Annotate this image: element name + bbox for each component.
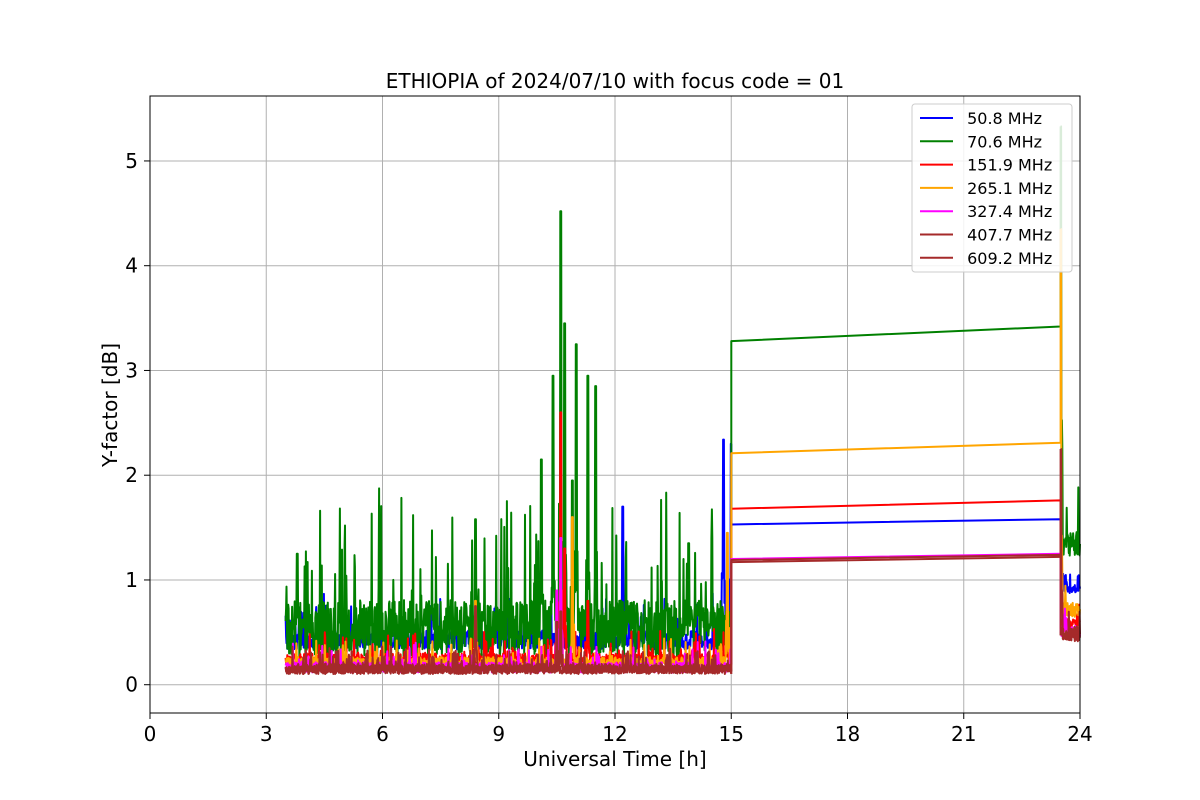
legend-label: 407.7 MHz xyxy=(962,226,1052,245)
series-noisy-line xyxy=(284,620,733,676)
legend-label: 609.2 MHz xyxy=(962,249,1052,268)
y-tick-label: 4 xyxy=(125,254,138,278)
legend: 50.8 MHz 70.6 MHz 151.9 MHz 265.1 MHz 32… xyxy=(911,103,1073,273)
y-axis-title: Y-factor [dB] xyxy=(98,343,122,468)
x-tick-label: 21 xyxy=(951,722,976,746)
series-noisy-line xyxy=(284,210,733,659)
series-tail-line xyxy=(1060,448,1081,643)
legend-box xyxy=(911,103,1073,273)
y-tick-label: 0 xyxy=(125,673,138,697)
x-tick-label: 3 xyxy=(260,722,273,746)
legend-label: 151.9 MHz xyxy=(962,156,1052,175)
x-axis-title: Universal Time [h] xyxy=(523,747,706,771)
y-tick-label: 2 xyxy=(125,463,138,487)
series-tail-line xyxy=(1060,125,1081,557)
legend-label: 327.4 MHz xyxy=(962,202,1052,221)
y-tick-label: 3 xyxy=(125,358,138,382)
legend-label: 50.8 MHz xyxy=(962,109,1042,128)
x-tick-label: 15 xyxy=(719,722,744,746)
x-tick-label: 18 xyxy=(835,722,860,746)
legend-label: 70.6 MHz xyxy=(962,132,1042,151)
x-tick-label: 0 xyxy=(144,722,157,746)
legend-label: 265.1 MHz xyxy=(962,179,1052,198)
y-axis: 0 1 2 3 4 5 xyxy=(125,149,150,697)
x-tick-label: 6 xyxy=(376,722,389,746)
chart-title: ETHIOPIA of 2024/07/10 with focus code =… xyxy=(386,69,844,93)
series-6 xyxy=(284,448,1081,676)
x-axis: 0 3 6 9 12 15 18 21 24 xyxy=(144,713,1093,746)
x-tick-label: 24 xyxy=(1067,722,1092,746)
x-tick-label: 12 xyxy=(602,722,627,746)
legend-items: 50.8 MHz 70.6 MHz 151.9 MHz 265.1 MHz 32… xyxy=(920,109,1052,268)
y-tick-label: 5 xyxy=(125,149,138,173)
series-tail-line xyxy=(1060,228,1081,618)
y-tick-label: 1 xyxy=(125,568,138,592)
x-tick-label: 9 xyxy=(492,722,505,746)
series-tail-line xyxy=(1059,572,1081,595)
